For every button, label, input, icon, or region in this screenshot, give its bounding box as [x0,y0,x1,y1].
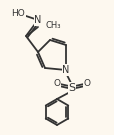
Text: HO: HO [11,9,25,18]
Text: N: N [34,15,41,25]
Text: O: O [53,78,60,87]
Text: S: S [68,83,75,93]
Text: O: O [83,78,90,87]
Text: CH₃: CH₃ [46,21,61,31]
Text: N: N [62,65,69,75]
